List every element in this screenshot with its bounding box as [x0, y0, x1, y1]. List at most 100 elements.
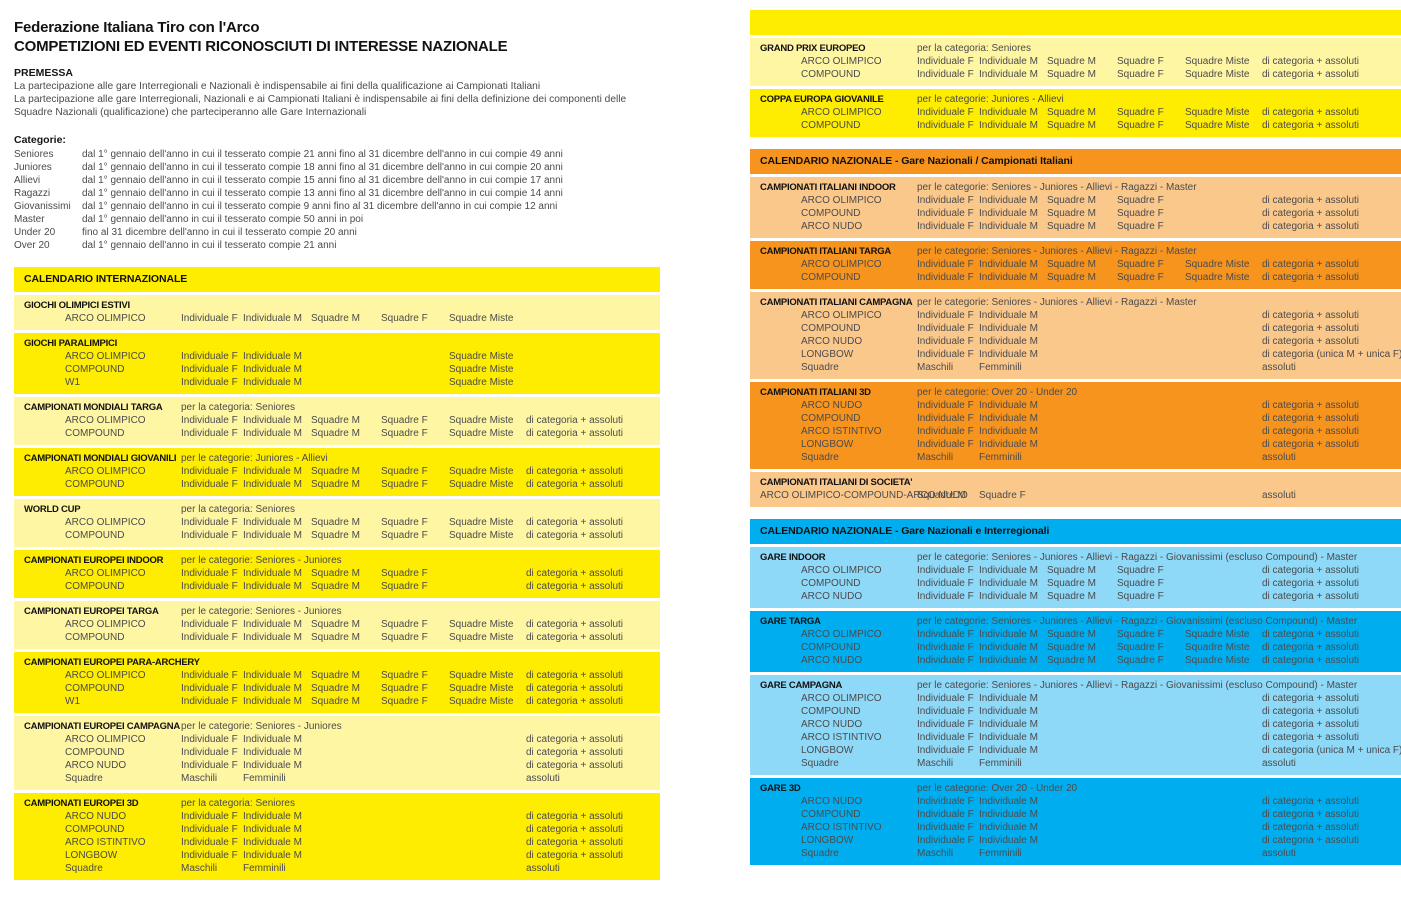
entry-cell: Squadre M: [311, 313, 360, 324]
entry-cell: [1117, 451, 1185, 464]
entry-cell: [381, 733, 449, 746]
division-name: COMPOUND: [65, 632, 125, 643]
entry-cell: [449, 759, 526, 772]
entry-cell: Individuale F: [917, 591, 974, 602]
entry-cell: Squadre F: [1117, 629, 1164, 640]
division-name: ARCO OLIMPICO: [801, 56, 882, 67]
entry-cell: [1117, 309, 1185, 322]
entry-cell: di categoria + assoluti: [526, 517, 624, 528]
table-row: ARCO NUDO Individuale F Individuale M di ca…: [750, 795, 1401, 808]
entry-cell: [1185, 577, 1262, 590]
calendario-internazionale-continuation-group: GRAND PRIX EUROPEO per la categoria: Seni…: [750, 10, 1401, 137]
entry-cell: Individuale F: [181, 734, 238, 745]
table-row: ARCO OLIMPICO Individuale F Individuale M S…: [750, 628, 1401, 641]
table-row: COMPOUND Individuale F Individuale M Squadr…: [750, 577, 1401, 590]
entry-cell: Squadre F: [381, 530, 428, 541]
section-campionati-italiani-campagna: CAMPIONATI ITALIANI CAMPAGNA per le categ…: [750, 292, 1401, 379]
entry-cell: Squadre F: [381, 313, 428, 324]
entry-cell: Squadre F: [381, 479, 428, 490]
section-categories-note: per la categoria: Seniores: [917, 43, 1031, 54]
entry-cell: Individuale F: [917, 56, 974, 67]
division-name: COMPOUND: [65, 364, 125, 375]
section-header-row: GARE INDOOR per le categorie: Seniores - …: [750, 551, 1401, 564]
category-description: dal 1° gennaio dell'anno in cui il tesse…: [82, 175, 563, 186]
entry-cell: Individuale M: [979, 439, 1038, 450]
entry-cell: Individuale M: [979, 591, 1038, 602]
entry-cell: Squadre Miste: [449, 466, 514, 477]
categorie-heading: Categorie:: [14, 134, 66, 146]
category-row: Juniores dal 1° gennaio dell'anno in cui …: [14, 161, 660, 174]
entry-cell: Individuale F: [917, 310, 974, 321]
entry-cell: Squadre F: [381, 568, 428, 579]
entry-cell: [1047, 322, 1117, 335]
table-row: COMPOUND Individuale F Individuale M di cat…: [750, 808, 1401, 821]
category-row: Master dal 1° gennaio dell'anno in cui il…: [14, 213, 660, 226]
section-title: CAMPIONATI ITALIANI DI SOCIETA': [760, 477, 913, 488]
section-header-row: GRAND PRIX EUROPEO per la categoria: Seni…: [750, 42, 1401, 55]
entry-cell: di categoria + assoluti: [526, 670, 624, 681]
table-row: COMPOUND Individuale F Individuale M Squadr…: [750, 68, 1401, 81]
entry-cell: Individuale M: [243, 747, 302, 758]
document-title-line2: COMPETIZIONI ED EVENTI RICONOSCIUTI DI I…: [14, 38, 508, 55]
entry-cell: [526, 376, 660, 389]
table-row: COMPOUND Individuale F Individuale M Squadr…: [14, 682, 660, 695]
table-row: COMPOUND Individuale F Individuale M Squadr…: [14, 580, 660, 593]
entry-cell: Individuale M: [979, 578, 1038, 589]
section-header-row: CAMPIONATI ITALIANI DI SOCIETA': [750, 476, 1401, 489]
entry-cell: [381, 759, 449, 772]
entry-cell: [311, 849, 381, 862]
entry-cell: [1117, 821, 1185, 834]
section-header-row: CAMPIONATI ITALIANI INDOOR per le categor…: [750, 181, 1401, 194]
division-name: ARCO OLIMPICO: [65, 415, 146, 426]
table-row: LONGBOW Individuale F Individuale M di cate…: [750, 348, 1401, 361]
entry-cell: Squadre Miste: [449, 683, 514, 694]
table-row: COMPOUND Individuale F Individuale M Squadr…: [14, 631, 660, 644]
entry-cell: [1185, 348, 1262, 361]
entry-cell: [1117, 425, 1185, 438]
division-name: ARCO OLIMPICO: [801, 565, 882, 576]
entry-cell: di categoria + assoluti: [526, 479, 624, 490]
entry-cell: Squadre M: [311, 581, 360, 592]
entry-cell: Squadre M: [311, 683, 360, 694]
entry-cell: Squadre M: [311, 479, 360, 490]
entry-cell: di categoria + assoluti: [1262, 809, 1360, 820]
entry-cell: di categoria + assoluti: [1262, 413, 1360, 424]
entry-cell: [1047, 705, 1117, 718]
division-name: ARCO NUDO: [801, 400, 863, 411]
entry-cell: Individuale F: [917, 822, 974, 833]
division-name: COMPOUND: [65, 479, 125, 490]
entry-cell: [449, 836, 526, 849]
category-description: dal 1° gennaio dell'anno in cui il tesse…: [82, 214, 364, 225]
table-row: COMPOUND Individuale F Individuale M di cat…: [750, 322, 1401, 335]
entry-cell: Individuale F: [917, 642, 974, 653]
entry-cell: assoluti: [1262, 848, 1296, 859]
entry-cell: Squadre F: [381, 428, 428, 439]
category-description: dal 1° gennaio dell'anno in cui il tesse…: [82, 162, 563, 173]
entry-cell: Squadre M: [1047, 221, 1096, 232]
entry-cell: Individuale F: [917, 426, 974, 437]
category-description: dal 1° gennaio dell'anno in cui il tesse…: [82, 188, 563, 199]
entry-cell: Individuale M: [979, 259, 1038, 270]
calendario-internazionale-group: CALENDARIO INTERNAZIONALE GIOCHI OLIMPIC…: [14, 267, 660, 880]
entry-cell: [1117, 322, 1185, 335]
category-row: Giovanissimi dal 1° gennaio dell'anno in …: [14, 200, 660, 213]
section-categories-note: per le categorie: Over 20 - Under 20: [917, 783, 1078, 794]
entry-cell: [526, 350, 660, 363]
entry-cell: Individuale F: [917, 796, 974, 807]
entry-cell: Squadre Miste: [1185, 120, 1250, 131]
entry-cell: Squadre Miste: [449, 351, 514, 362]
section-title: CAMPIONATI EUROPEI INDOOR: [24, 555, 164, 566]
entry-cell: Individuale F: [181, 850, 238, 861]
entry-cell: Squadre Miste: [449, 428, 514, 439]
entry-cell: Individuale M: [243, 670, 302, 681]
entry-cell: [1185, 451, 1262, 464]
entry-cell: Squadre F: [1117, 655, 1164, 666]
table-row: ARCO OLIMPICO Individuale F Individuale M S…: [750, 564, 1401, 577]
section-title: CAMPIONATI EUROPEI TARGA: [24, 606, 159, 617]
section-title: GARE 3D: [760, 783, 801, 794]
entry-cell: Individuale F: [181, 747, 238, 758]
entry-cell: [381, 823, 449, 836]
entry-cell: Squadre Miste: [449, 415, 514, 426]
entry-cell: Squadre F: [1117, 56, 1164, 67]
category-row: Allievi dal 1° gennaio dell'anno in cui i…: [14, 174, 660, 187]
